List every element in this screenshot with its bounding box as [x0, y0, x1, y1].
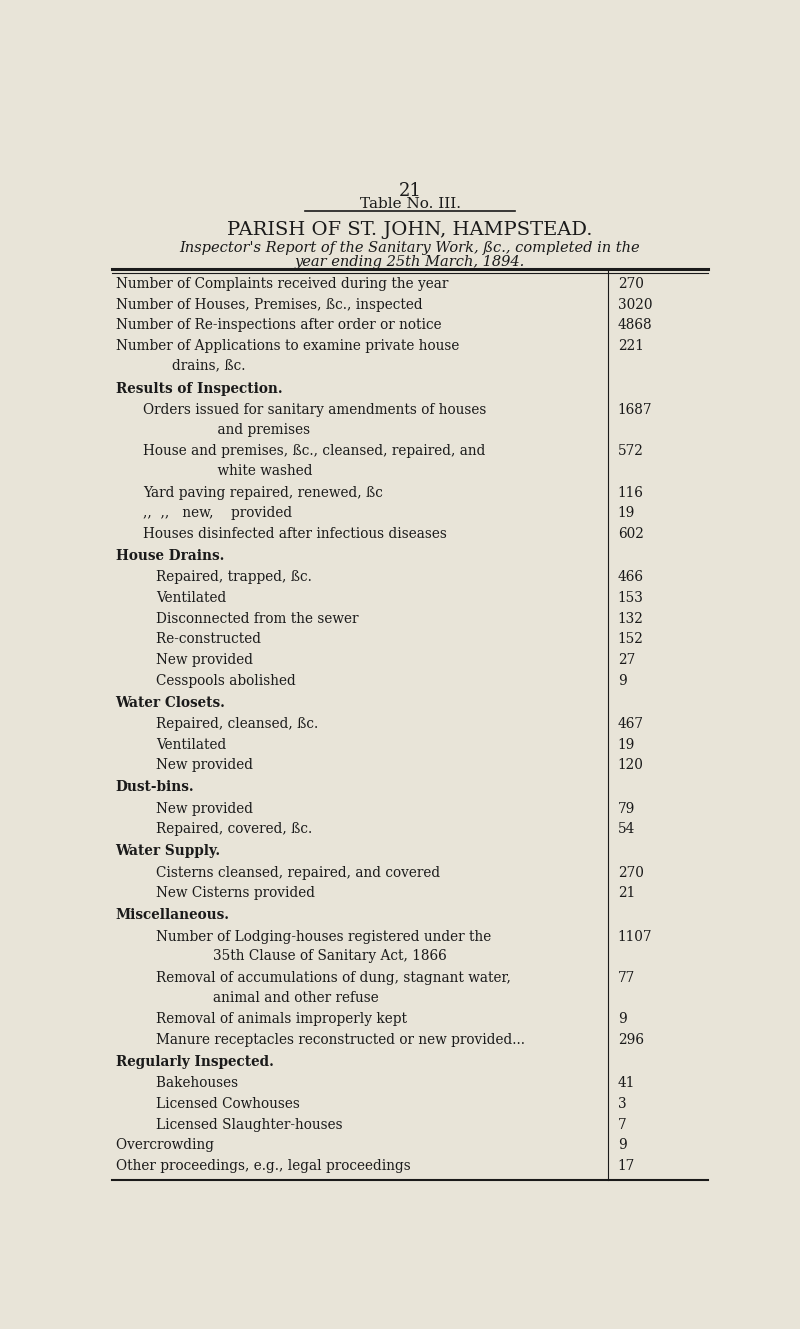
- Text: 19: 19: [618, 738, 635, 752]
- Text: 132: 132: [618, 611, 643, 626]
- Text: Other proceedings, e.g., legal proceedings: Other proceedings, e.g., legal proceedin…: [115, 1159, 485, 1174]
- Text: Ventilated: Ventilated: [156, 738, 449, 752]
- Text: Miscellaneous.: Miscellaneous.: [115, 909, 230, 922]
- Text: Orders issued for sanitary amendments of houses: Orders issued for sanitary amendments of…: [143, 403, 486, 417]
- Text: 3020: 3020: [618, 298, 652, 312]
- Text: white washed: white washed: [165, 464, 448, 478]
- Text: Dust-bins.: Dust-bins.: [115, 780, 194, 795]
- Text: Cesspools abolished: Cesspools abolished: [156, 674, 479, 687]
- Text: animal and other refuse: animal and other refuse: [178, 990, 501, 1005]
- Text: 466: 466: [618, 570, 644, 585]
- Text: 21: 21: [398, 182, 422, 199]
- Text: Number of Applications to examine private house: Number of Applications to examine privat…: [115, 339, 459, 354]
- Text: Water Closets.: Water Closets.: [115, 696, 226, 710]
- Text: Number of Re-inspections after order or notice: Number of Re-inspections after order or …: [115, 319, 485, 332]
- Text: 7: 7: [618, 1118, 626, 1132]
- Text: House and premises, ßc., cleansed, repaired, and: House and premises, ßc., cleansed, repai…: [143, 444, 486, 459]
- Text: 54: 54: [618, 823, 635, 836]
- Text: Repaired, trapped, ßc.: Repaired, trapped, ßc.: [156, 570, 478, 585]
- Text: New provided: New provided: [156, 801, 467, 816]
- Text: 41: 41: [618, 1076, 635, 1091]
- Text: 21: 21: [618, 886, 635, 901]
- Text: 35th Clause of Sanitary Act, 1866: 35th Clause of Sanitary Act, 1866: [178, 949, 512, 964]
- Text: New provided: New provided: [156, 759, 467, 772]
- Text: Table No. III.: Table No. III.: [359, 197, 461, 211]
- Text: 4868: 4868: [618, 319, 652, 332]
- Text: 1107: 1107: [618, 930, 652, 944]
- Text: 152: 152: [618, 633, 643, 646]
- Text: Removal of animals improperly kept: Removal of animals improperly kept: [156, 1013, 490, 1026]
- Text: Repaired, covered, ßc.: Repaired, covered, ßc.: [156, 823, 487, 836]
- Text: 27: 27: [618, 653, 635, 667]
- Text: Manure receptacles reconstructed or new provided...: Manure receptacles reconstructed or new …: [156, 1033, 525, 1047]
- Text: 9: 9: [618, 1139, 626, 1152]
- Text: Repaired, cleansed, ßc.: Repaired, cleansed, ßc.: [156, 718, 480, 731]
- Text: Ventilated: Ventilated: [156, 591, 449, 605]
- Text: 602: 602: [618, 528, 643, 541]
- Text: year ending 25th March, 1894.: year ending 25th March, 1894.: [295, 255, 525, 268]
- Text: Bakehouses: Bakehouses: [156, 1076, 483, 1091]
- Text: Disconnected from the sewer: Disconnected from the sewer: [156, 611, 490, 626]
- Text: Regularly Inspected.: Regularly Inspected.: [115, 1055, 274, 1069]
- Text: 270: 270: [618, 278, 643, 291]
- Text: Results of Inspection.: Results of Inspection.: [115, 381, 282, 396]
- Text: Removal of accumulations of dung, stagnant water,: Removal of accumulations of dung, stagna…: [156, 971, 510, 985]
- Text: 9: 9: [618, 674, 626, 687]
- Text: 3: 3: [618, 1098, 626, 1111]
- Text: New Cisterns provided: New Cisterns provided: [156, 886, 507, 901]
- Text: Number of Complaints received during the year: Number of Complaints received during the…: [115, 278, 496, 291]
- Text: Number of Lodging-houses registered under the: Number of Lodging-houses registered unde…: [156, 930, 491, 944]
- Text: 116: 116: [618, 486, 643, 500]
- Text: Inspector's Report of the Sanitary Work, ßc., completed in the: Inspector's Report of the Sanitary Work,…: [180, 242, 640, 255]
- Text: Cisterns cleansed, repaired, and covered: Cisterns cleansed, repaired, and covered: [156, 865, 518, 880]
- Text: Overcrowding: Overcrowding: [115, 1139, 463, 1152]
- Text: 17: 17: [618, 1159, 635, 1174]
- Text: Yard paving repaired, renewed, ßc: Yard paving repaired, renewed, ßc: [143, 486, 479, 500]
- Text: 221: 221: [618, 339, 643, 354]
- Text: House Drains.: House Drains.: [115, 549, 224, 563]
- Text: PARISH OF ST. JOHN, HAMPSTEAD.: PARISH OF ST. JOHN, HAMPSTEAD.: [227, 221, 593, 239]
- Text: Houses disinfected after infectious diseases: Houses disinfected after infectious dise…: [143, 528, 491, 541]
- Text: 572: 572: [618, 444, 643, 459]
- Text: Water Supply.: Water Supply.: [115, 844, 221, 859]
- Text: Licensed Slaughter-houses: Licensed Slaughter-houses: [156, 1118, 513, 1132]
- Text: 153: 153: [618, 591, 643, 605]
- Text: 120: 120: [618, 759, 643, 772]
- Text: 19: 19: [618, 506, 635, 521]
- Text: 9: 9: [618, 1013, 626, 1026]
- Text: 77: 77: [618, 971, 635, 985]
- Text: 467: 467: [618, 718, 644, 731]
- Text: 296: 296: [618, 1033, 644, 1047]
- Text: New provided: New provided: [156, 653, 467, 667]
- Text: and premises: and premises: [165, 423, 450, 437]
- Text: Licensed Cowhouses: Licensed Cowhouses: [156, 1098, 501, 1111]
- Text: 79: 79: [618, 801, 635, 816]
- Text: Re-constructed: Re-constructed: [156, 633, 462, 646]
- Text: Number of Houses, Premises, ßc., inspected: Number of Houses, Premises, ßc., inspect…: [115, 298, 479, 312]
- Text: ,,  ,,   new,    provided: ,, ,, new, provided: [143, 506, 424, 521]
- Text: 270: 270: [618, 865, 643, 880]
- Text: 1687: 1687: [618, 403, 652, 417]
- Text: drains, ßc.: drains, ßc.: [138, 359, 246, 372]
